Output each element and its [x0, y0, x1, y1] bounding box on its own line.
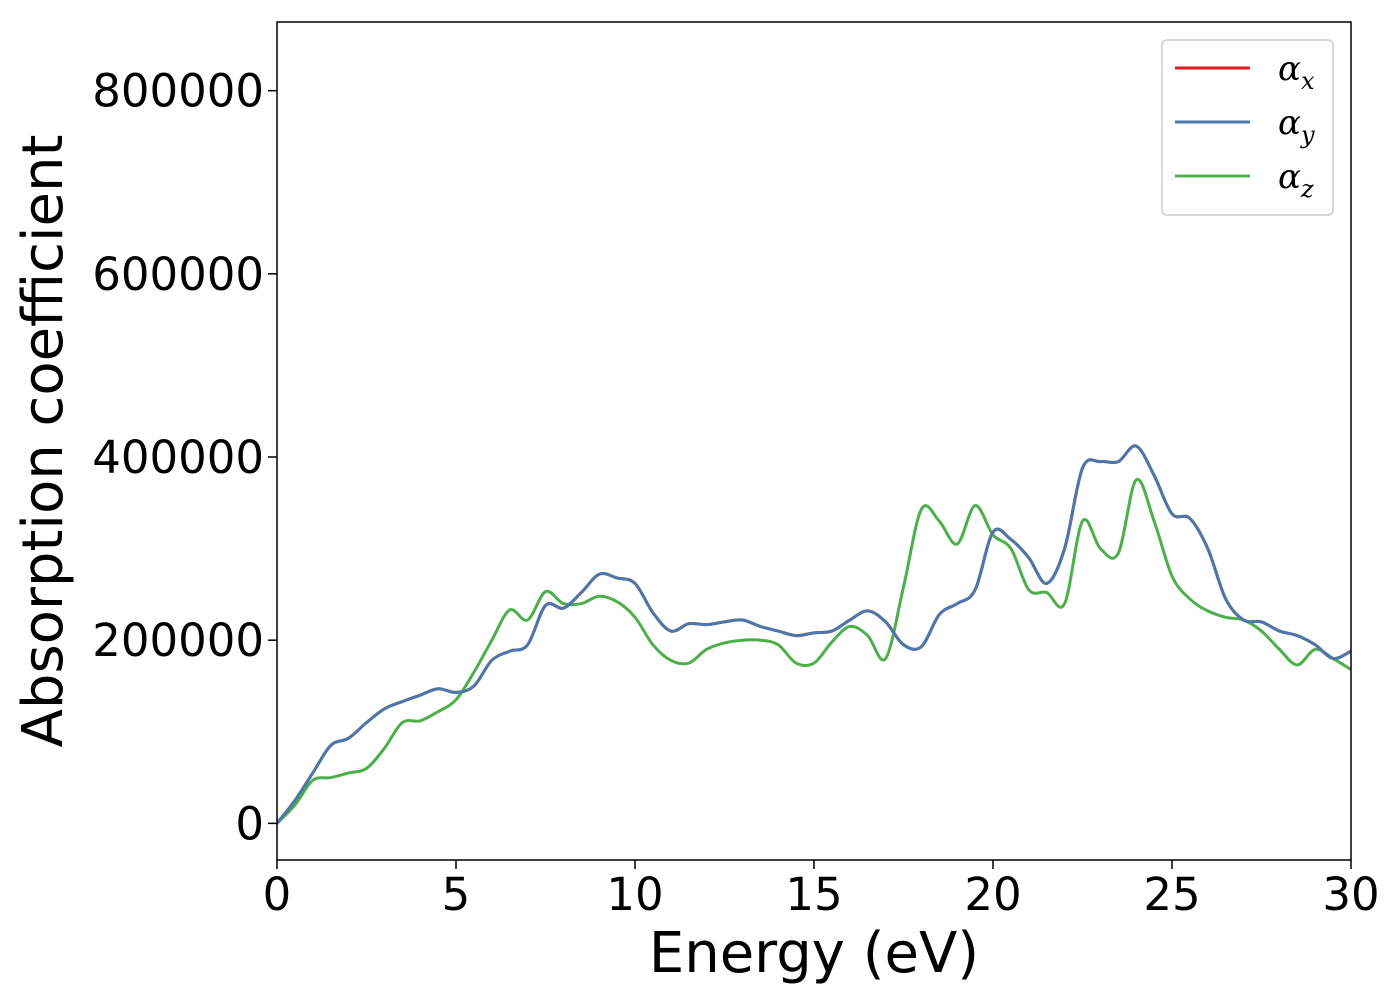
legend-label-alpha-y: αy	[1278, 103, 1315, 149]
x-tick-label: 15	[785, 868, 842, 921]
y-axis-label: Absorption coefficient	[11, 135, 76, 748]
x-axis: 0 5 10 15 20 25 30	[263, 860, 1380, 921]
legend-box	[1161, 39, 1334, 216]
series-layer	[277, 444, 1351, 825]
y-tick-label: 400000	[92, 431, 264, 484]
y-tick-label: 0	[235, 797, 264, 850]
x-tick-label: 20	[964, 868, 1021, 921]
series-line-alpha-z	[277, 478, 1351, 825]
series-line-alpha-y	[277, 444, 1351, 825]
x-tick-label: 10	[606, 868, 663, 921]
legend-label-alpha-z: αz	[1278, 157, 1314, 203]
x-tick-label: 25	[1143, 868, 1200, 921]
y-tick-label: 200000	[92, 614, 264, 667]
legend-label-alpha-x: αx	[1278, 49, 1315, 95]
x-axis-label: Energy (eV)	[649, 921, 979, 986]
legend: αx αy αz	[1161, 39, 1334, 216]
x-tick-label: 5	[442, 868, 471, 921]
y-axis: 0 200000 400000 600000 800000	[92, 65, 277, 850]
x-tick-label: 0	[263, 868, 292, 921]
y-tick-label: 600000	[92, 248, 264, 301]
x-tick-label: 30	[1322, 868, 1379, 921]
y-tick-label: 800000	[92, 65, 264, 118]
